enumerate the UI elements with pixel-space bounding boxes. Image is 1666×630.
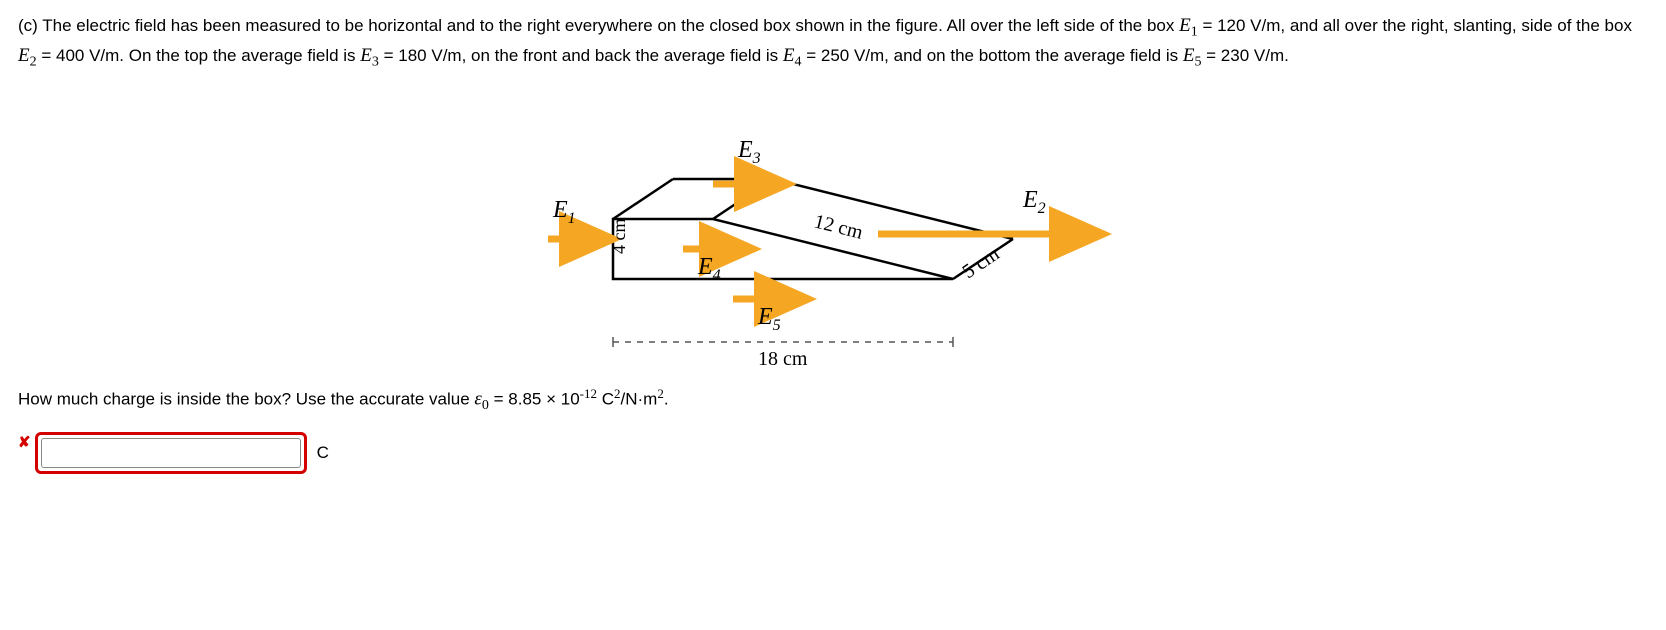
e3-sub: 3 <box>372 55 379 70</box>
fig-label-e4: E4 <box>697 254 721 284</box>
box-diagram: E1 E3 E2 E4 E5 4 cm 12 cm 5 cm 18 cm <box>483 89 1183 369</box>
figure-container: E1 E3 E2 E4 E5 4 cm 12 cm 5 cm 18 cm <box>18 89 1648 374</box>
epsilon-symbol: ε <box>474 388 482 409</box>
e5-symbol: E <box>1183 45 1195 66</box>
intro-text: The electric field has been measured to … <box>42 16 1174 35</box>
fig-label-e2: E2 <box>1022 187 1046 217</box>
question-row: How much charge is inside the box? Use t… <box>18 386 1648 414</box>
e3-eq: = 180 V/m, on the front and back the ave… <box>379 46 783 65</box>
e2-sub: 2 <box>30 55 37 70</box>
fig-dim-18cm: 18 cm <box>758 348 808 369</box>
part-label: (c) <box>18 16 38 35</box>
question-exp: -12 <box>580 386 597 401</box>
answer-input[interactable] <box>41 438 301 468</box>
answer-unit: C <box>317 443 329 463</box>
fig-label-e1: E1 <box>552 197 576 227</box>
e5-eq: = 230 V/m. <box>1201 46 1288 65</box>
question-e: . <box>664 389 669 408</box>
e1-sub: 1 <box>1191 24 1198 39</box>
e2-symbol: E <box>18 45 30 66</box>
question-b: = 8.85 × 10 <box>489 389 580 408</box>
e1-eq: = 120 V/m, and all over the right, slant… <box>1198 16 1632 35</box>
e2-eq: = 400 V/m. On the top the average field … <box>37 46 361 65</box>
e1-symbol: E <box>1179 15 1191 36</box>
fig-label-e5: E5 <box>757 304 781 334</box>
question-d: /N·m <box>621 389 658 408</box>
e4-sub: 4 <box>795 55 802 70</box>
fig-dim-4cm: 4 cm <box>609 218 629 254</box>
epsilon-sub: 0 <box>482 398 489 413</box>
answer-box-frame <box>35 432 307 474</box>
answer-row: ✘ C <box>18 432 1648 474</box>
e3-symbol: E <box>360 45 372 66</box>
question-a: How much charge is inside the box? Use t… <box>18 389 474 408</box>
problem-statement: (c) The electric field has been measured… <box>18 12 1648 73</box>
e4-symbol: E <box>783 45 795 66</box>
fig-label-e3: E3 <box>737 137 761 167</box>
fig-dim-12cm: 12 cm <box>812 210 866 243</box>
e4-eq: = 250 V/m, and on the bottom the average… <box>802 46 1183 65</box>
question-c: C <box>597 389 614 408</box>
incorrect-icon: ✘ <box>18 433 31 451</box>
